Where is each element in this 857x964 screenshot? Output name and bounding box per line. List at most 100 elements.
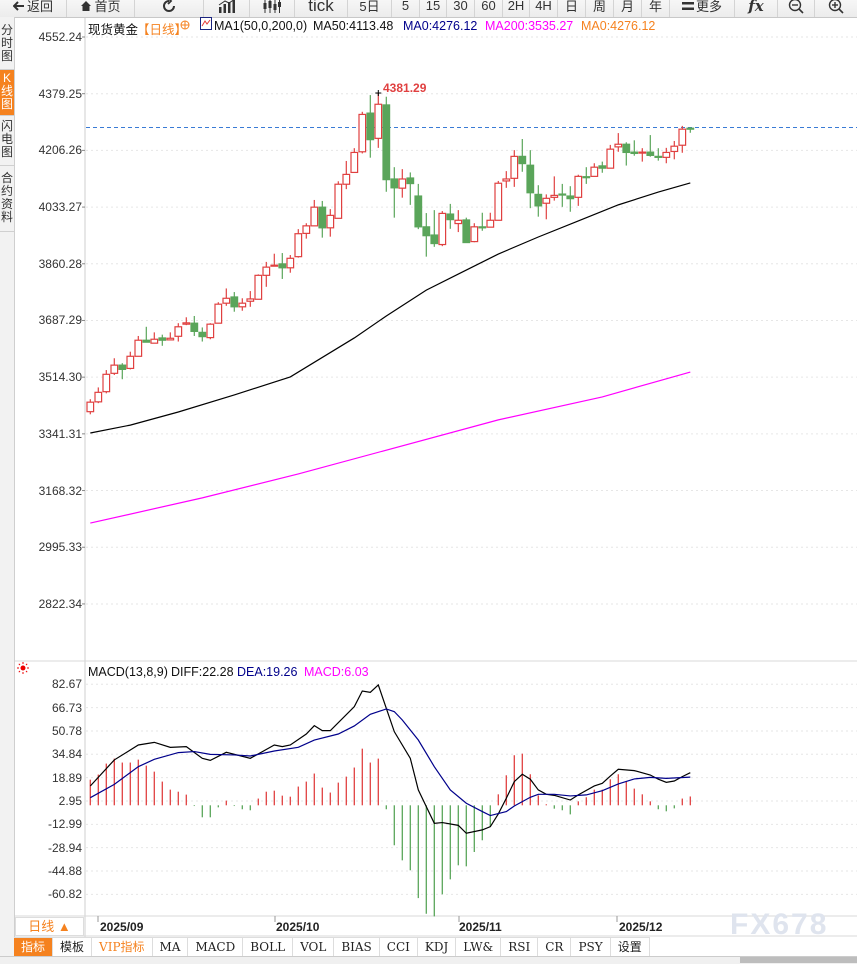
tab-kdj[interactable]: KDJ xyxy=(418,938,457,956)
candle-body xyxy=(638,151,647,154)
tab-templates[interactable]: 模板 xyxy=(53,938,93,956)
sidebar-item-timeshare[interactable]: 分时图 xyxy=(0,22,14,70)
scrollbar-thumb[interactable] xyxy=(740,957,857,963)
zoom-out-button[interactable] xyxy=(778,0,815,17)
ma200-line xyxy=(90,371,691,524)
tab-vol[interactable]: VOL xyxy=(293,938,335,956)
ma-params: MA1(50,0,200,0) xyxy=(214,19,308,33)
candle-body xyxy=(438,212,447,246)
sidebar-item-kline[interactable]: K线图 xyxy=(0,70,14,116)
period-5d[interactable]: 5日 xyxy=(348,0,392,17)
tab-ma[interactable]: MA xyxy=(153,938,189,956)
tab-cci[interactable]: CCI xyxy=(380,938,418,956)
period-label: 日 xyxy=(564,0,578,14)
period-label: 5 xyxy=(401,0,410,13)
tick-label: tick xyxy=(308,0,334,15)
period-5m[interactable]: 5 xyxy=(392,0,420,17)
tab-lw[interactable]: LW& xyxy=(456,938,502,956)
watermark-logo: FX678 xyxy=(730,908,829,941)
candle-body xyxy=(206,323,215,339)
indicator-chart-button[interactable] xyxy=(204,0,250,17)
back-button[interactable]: 返回 xyxy=(0,0,67,17)
add-indicator-icon[interactable] xyxy=(180,19,190,33)
macd-tick-label: 82.67 xyxy=(51,677,82,692)
period-month[interactable]: 月 xyxy=(614,0,642,17)
candle-body xyxy=(262,266,271,276)
candlestick-button[interactable] xyxy=(250,0,295,17)
macd-settings-icon[interactable] xyxy=(17,662,29,677)
candle-body xyxy=(566,195,575,200)
period-2h[interactable]: 2H xyxy=(503,0,530,17)
period-30m[interactable]: 30 xyxy=(447,0,475,17)
tab-cr[interactable]: CR xyxy=(538,938,572,956)
candle-body xyxy=(382,104,391,181)
refresh-icon xyxy=(161,0,177,14)
toolbar: 返回 首页 tick 5日 5 15 30 60 2H 4H 日 周 月 年 更… xyxy=(0,0,857,18)
formula-button[interactable]: fx xyxy=(735,0,778,17)
candle-body xyxy=(390,178,399,189)
refresh-button[interactable] xyxy=(135,0,204,17)
period-week[interactable]: 周 xyxy=(586,0,614,17)
period-tag: 【日线】 xyxy=(137,23,188,37)
tab-rsi[interactable]: RSI xyxy=(501,938,539,956)
price-tick-label: 4206.26 xyxy=(38,143,82,158)
candle-body xyxy=(398,178,407,189)
candle-body xyxy=(126,355,135,370)
candle-body xyxy=(158,337,167,341)
macd-diff: DIFF:22.28 xyxy=(171,665,234,679)
candle-body xyxy=(142,339,151,343)
period-day[interactable]: 日 xyxy=(558,0,586,17)
period-60m[interactable]: 60 xyxy=(475,0,503,17)
candle-body xyxy=(622,143,631,154)
period-label: 年 xyxy=(648,0,662,14)
period-year[interactable]: 年 xyxy=(642,0,670,17)
ma50-value: MA50:4113.48 xyxy=(313,19,394,33)
macd-tick-label: -28.94 xyxy=(47,840,82,855)
tick-button[interactable]: tick xyxy=(295,0,348,17)
candle-body xyxy=(486,219,495,228)
candle-body xyxy=(406,177,415,185)
home-button[interactable]: 首页 xyxy=(67,0,135,17)
back-arrow-icon xyxy=(12,0,25,12)
ma200-value: MA200:3535.27 xyxy=(485,19,574,33)
candle-body xyxy=(230,296,239,308)
candle-body xyxy=(470,226,479,243)
tab-vip-indicators[interactable]: VIP指标 xyxy=(92,938,153,956)
period-label: 30 xyxy=(453,0,468,13)
tab-macd[interactable]: MACD xyxy=(188,938,244,956)
tab-psy[interactable]: PSY xyxy=(571,938,611,956)
tab-indicators[interactable]: 指标 xyxy=(14,938,54,956)
home-label: 首页 xyxy=(94,0,121,14)
period-15m[interactable]: 15 xyxy=(420,0,447,17)
macd-tick-label: 66.73 xyxy=(51,700,82,715)
more-button[interactable]: 更多 xyxy=(670,0,735,17)
candle-body xyxy=(190,322,199,332)
date-label: 2025/12 xyxy=(619,920,663,934)
candle-body xyxy=(422,226,431,237)
horizontal-scrollbar[interactable] xyxy=(0,956,857,964)
candle-body xyxy=(302,225,311,234)
date-label: 2025/10 xyxy=(276,920,320,934)
candle-body xyxy=(286,257,295,269)
candle-body xyxy=(526,164,535,194)
price-tick-label: 3341.31 xyxy=(38,426,82,441)
candle-body xyxy=(534,193,543,207)
macd-tick-label: 50.78 xyxy=(51,723,82,738)
tab-settings[interactable]: 设置 xyxy=(611,938,650,956)
sidebar-item-flash-chart[interactable]: 闪电图 xyxy=(0,118,14,166)
price-tick-label: 3687.29 xyxy=(38,313,82,328)
tab-bias[interactable]: BIAS xyxy=(334,938,380,956)
diff-line xyxy=(89,683,691,834)
ma-settings-icon[interactable] xyxy=(200,17,212,33)
period-4h[interactable]: 4H xyxy=(530,0,558,17)
dea-line xyxy=(90,708,691,817)
candle-body xyxy=(374,103,383,139)
candle-body xyxy=(350,151,359,174)
candle-body xyxy=(670,145,679,153)
period-selector[interactable]: 日线 ▲ xyxy=(15,917,84,936)
candle-body xyxy=(318,206,327,229)
sidebar-item-contract-info[interactable]: 合约资料 xyxy=(0,170,14,232)
tab-boll[interactable]: BOLL xyxy=(243,938,294,956)
zoom-in-button[interactable] xyxy=(815,0,857,17)
